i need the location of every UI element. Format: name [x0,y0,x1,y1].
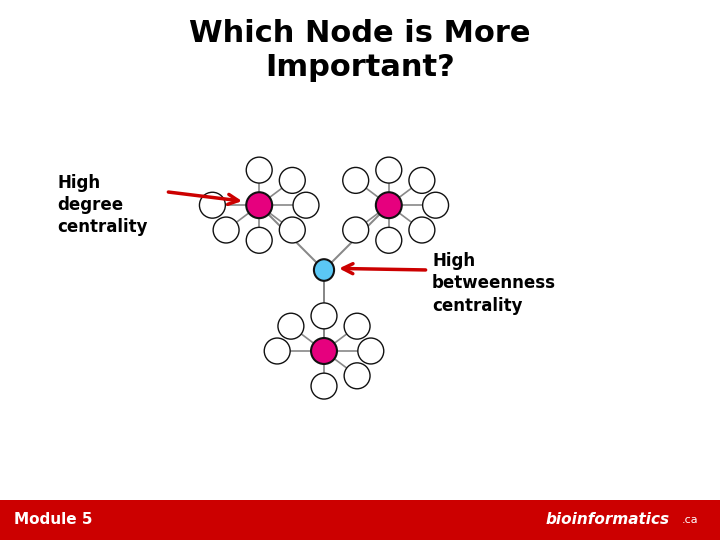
Ellipse shape [311,338,337,364]
Ellipse shape [278,313,304,339]
Bar [0,500,720,540]
Ellipse shape [264,338,290,364]
Ellipse shape [409,217,435,243]
Ellipse shape [376,227,402,253]
Ellipse shape [344,363,370,389]
Ellipse shape [311,373,337,399]
Ellipse shape [376,192,402,218]
Ellipse shape [314,259,334,281]
Ellipse shape [376,157,402,183]
Ellipse shape [409,167,435,193]
Text: High
degree
centrality: High degree centrality [58,174,148,237]
Text: Module 5: Module 5 [14,512,93,527]
Ellipse shape [423,192,449,218]
Ellipse shape [279,217,305,243]
Ellipse shape [246,227,272,253]
Ellipse shape [279,167,305,193]
Ellipse shape [246,192,272,218]
Ellipse shape [344,313,370,339]
Ellipse shape [343,217,369,243]
Ellipse shape [311,303,337,329]
Ellipse shape [343,167,369,193]
Text: High
betweenness
centrality: High betweenness centrality [432,252,556,315]
Ellipse shape [358,338,384,364]
Text: Which Node is More
Important?: Which Node is More Important? [189,19,531,82]
Text: .ca: .ca [682,515,698,525]
Ellipse shape [213,217,239,243]
Ellipse shape [246,157,272,183]
Ellipse shape [199,192,225,218]
Ellipse shape [293,192,319,218]
Text: bioinformatics: bioinformatics [546,512,670,527]
